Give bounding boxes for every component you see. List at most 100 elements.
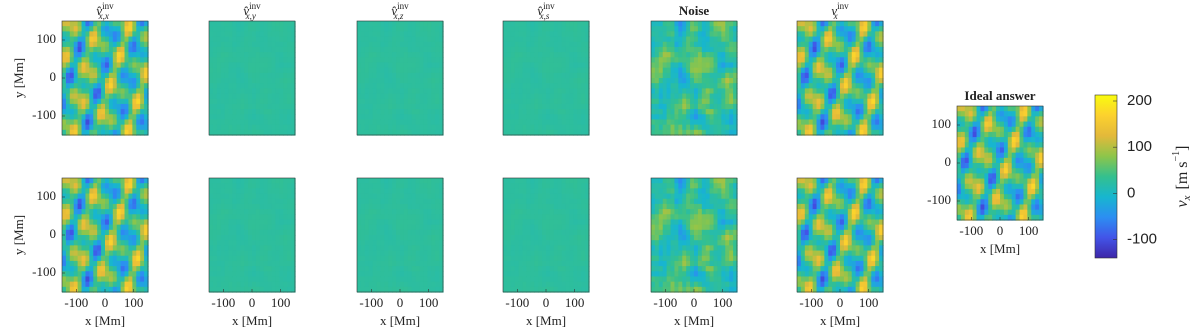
heatmap-cell — [420, 276, 425, 282]
heatmap-cell — [287, 256, 292, 262]
heatmap-cell — [229, 282, 234, 288]
heatmap-cell — [392, 251, 397, 257]
heatmap-cell — [573, 42, 578, 48]
heatmap-cell — [232, 57, 237, 63]
heatmap-cell — [682, 83, 687, 89]
heatmap-cell — [279, 47, 284, 53]
heatmap-cell — [577, 99, 582, 105]
heatmap-cell — [538, 37, 543, 43]
heatmap-cell — [717, 94, 722, 100]
heatmap-cell — [400, 21, 405, 27]
heatmap-cell — [392, 119, 397, 125]
heatmap-cell — [244, 114, 249, 120]
heatmap-cell — [89, 99, 94, 105]
heatmap-cell — [128, 57, 133, 63]
heatmap-cell — [542, 178, 547, 184]
heatmap-cell — [674, 42, 679, 48]
heatmap-cell — [287, 178, 292, 184]
heatmap-cell — [132, 26, 137, 32]
heatmap-cell — [848, 52, 853, 58]
heatmap-cell — [101, 68, 106, 74]
heatmap-cell — [523, 194, 528, 200]
heatmap-cell — [392, 88, 397, 94]
heatmap-cell — [97, 230, 102, 236]
heatmap-cell — [377, 276, 382, 282]
heatmap-cell — [423, 261, 428, 267]
heatmap-cell — [377, 245, 382, 251]
heatmap-cell — [283, 104, 288, 110]
heatmap-cell — [260, 88, 265, 94]
heatmap-cell — [365, 26, 370, 32]
heatmap-cell — [82, 266, 87, 272]
heatmap-cell — [357, 42, 362, 48]
heatmap-cell — [408, 214, 413, 220]
heatmap-cell — [554, 199, 559, 205]
heatmap-cell — [209, 57, 214, 63]
heatmap-cell — [252, 219, 257, 225]
heatmap-cell — [369, 125, 374, 131]
heatmap-cell — [268, 57, 273, 63]
heatmap-cell — [74, 256, 79, 262]
heatmap-cell — [373, 282, 378, 288]
heatmap-cell — [236, 47, 241, 53]
heatmap-cell — [546, 256, 551, 262]
heatmap-cell — [74, 88, 79, 94]
heatmap-cell — [136, 225, 141, 231]
heatmap-cell — [408, 183, 413, 189]
heatmap-cell — [82, 256, 87, 262]
heatmap-cell — [400, 240, 405, 246]
heatmap-cell — [78, 114, 83, 120]
heatmap-cell — [706, 31, 711, 37]
heatmap-cell — [361, 37, 366, 43]
heatmap-cell — [805, 94, 810, 100]
heatmap-cell — [240, 204, 245, 210]
heatmap-cell — [287, 125, 292, 131]
heatmap-cell — [503, 209, 508, 215]
heatmap-cell — [706, 52, 711, 58]
heatmap-cell — [221, 21, 226, 27]
heatmap-cell — [423, 219, 428, 225]
heatmap-cell — [651, 219, 656, 225]
heatmap-cell — [577, 52, 582, 58]
heatmap-cell — [860, 88, 865, 94]
heatmap-cell — [671, 94, 676, 100]
heatmap-cell — [380, 266, 385, 272]
heatmap-cell — [562, 240, 567, 246]
heatmap-cell — [85, 68, 90, 74]
heatmap-cell — [260, 109, 265, 115]
heatmap-cell — [423, 99, 428, 105]
heatmap-cell — [534, 94, 539, 100]
heatmap-cell — [538, 125, 543, 131]
heatmap-cell — [380, 125, 385, 131]
heatmap-cell — [427, 73, 432, 79]
heatmap-cell — [546, 251, 551, 257]
heatmap-cell — [117, 214, 122, 220]
heatmap-cell — [423, 183, 428, 189]
heatmap-cell — [105, 114, 110, 120]
heatmap-cell — [287, 282, 292, 288]
heatmap-cell — [89, 271, 94, 277]
heatmap-cell — [526, 42, 531, 48]
heatmap-cell — [534, 271, 539, 277]
heatmap-cell — [698, 78, 703, 84]
heatmap-cell — [416, 271, 421, 277]
heatmap-cell — [875, 21, 880, 27]
heatmap-cell — [217, 57, 222, 63]
heatmap-cell — [523, 57, 528, 63]
heatmap-cell — [562, 26, 567, 32]
heatmap-cell — [569, 99, 574, 105]
heatmap-cell — [62, 26, 67, 32]
heatmap-cell — [388, 125, 393, 131]
heatmap-cell — [89, 68, 94, 74]
heatmap-cell — [217, 62, 222, 68]
heatmap-cell — [272, 47, 277, 53]
heatmap-cell — [581, 104, 586, 110]
heatmap-cell — [217, 188, 222, 194]
heatmap-cell — [217, 199, 222, 205]
heatmap-cell — [867, 114, 872, 120]
heatmap-cell — [573, 194, 578, 200]
heatmap-cell — [423, 235, 428, 241]
heatmap-cell — [101, 183, 106, 189]
heatmap-cell — [392, 199, 397, 205]
heatmap-cell — [357, 104, 362, 110]
